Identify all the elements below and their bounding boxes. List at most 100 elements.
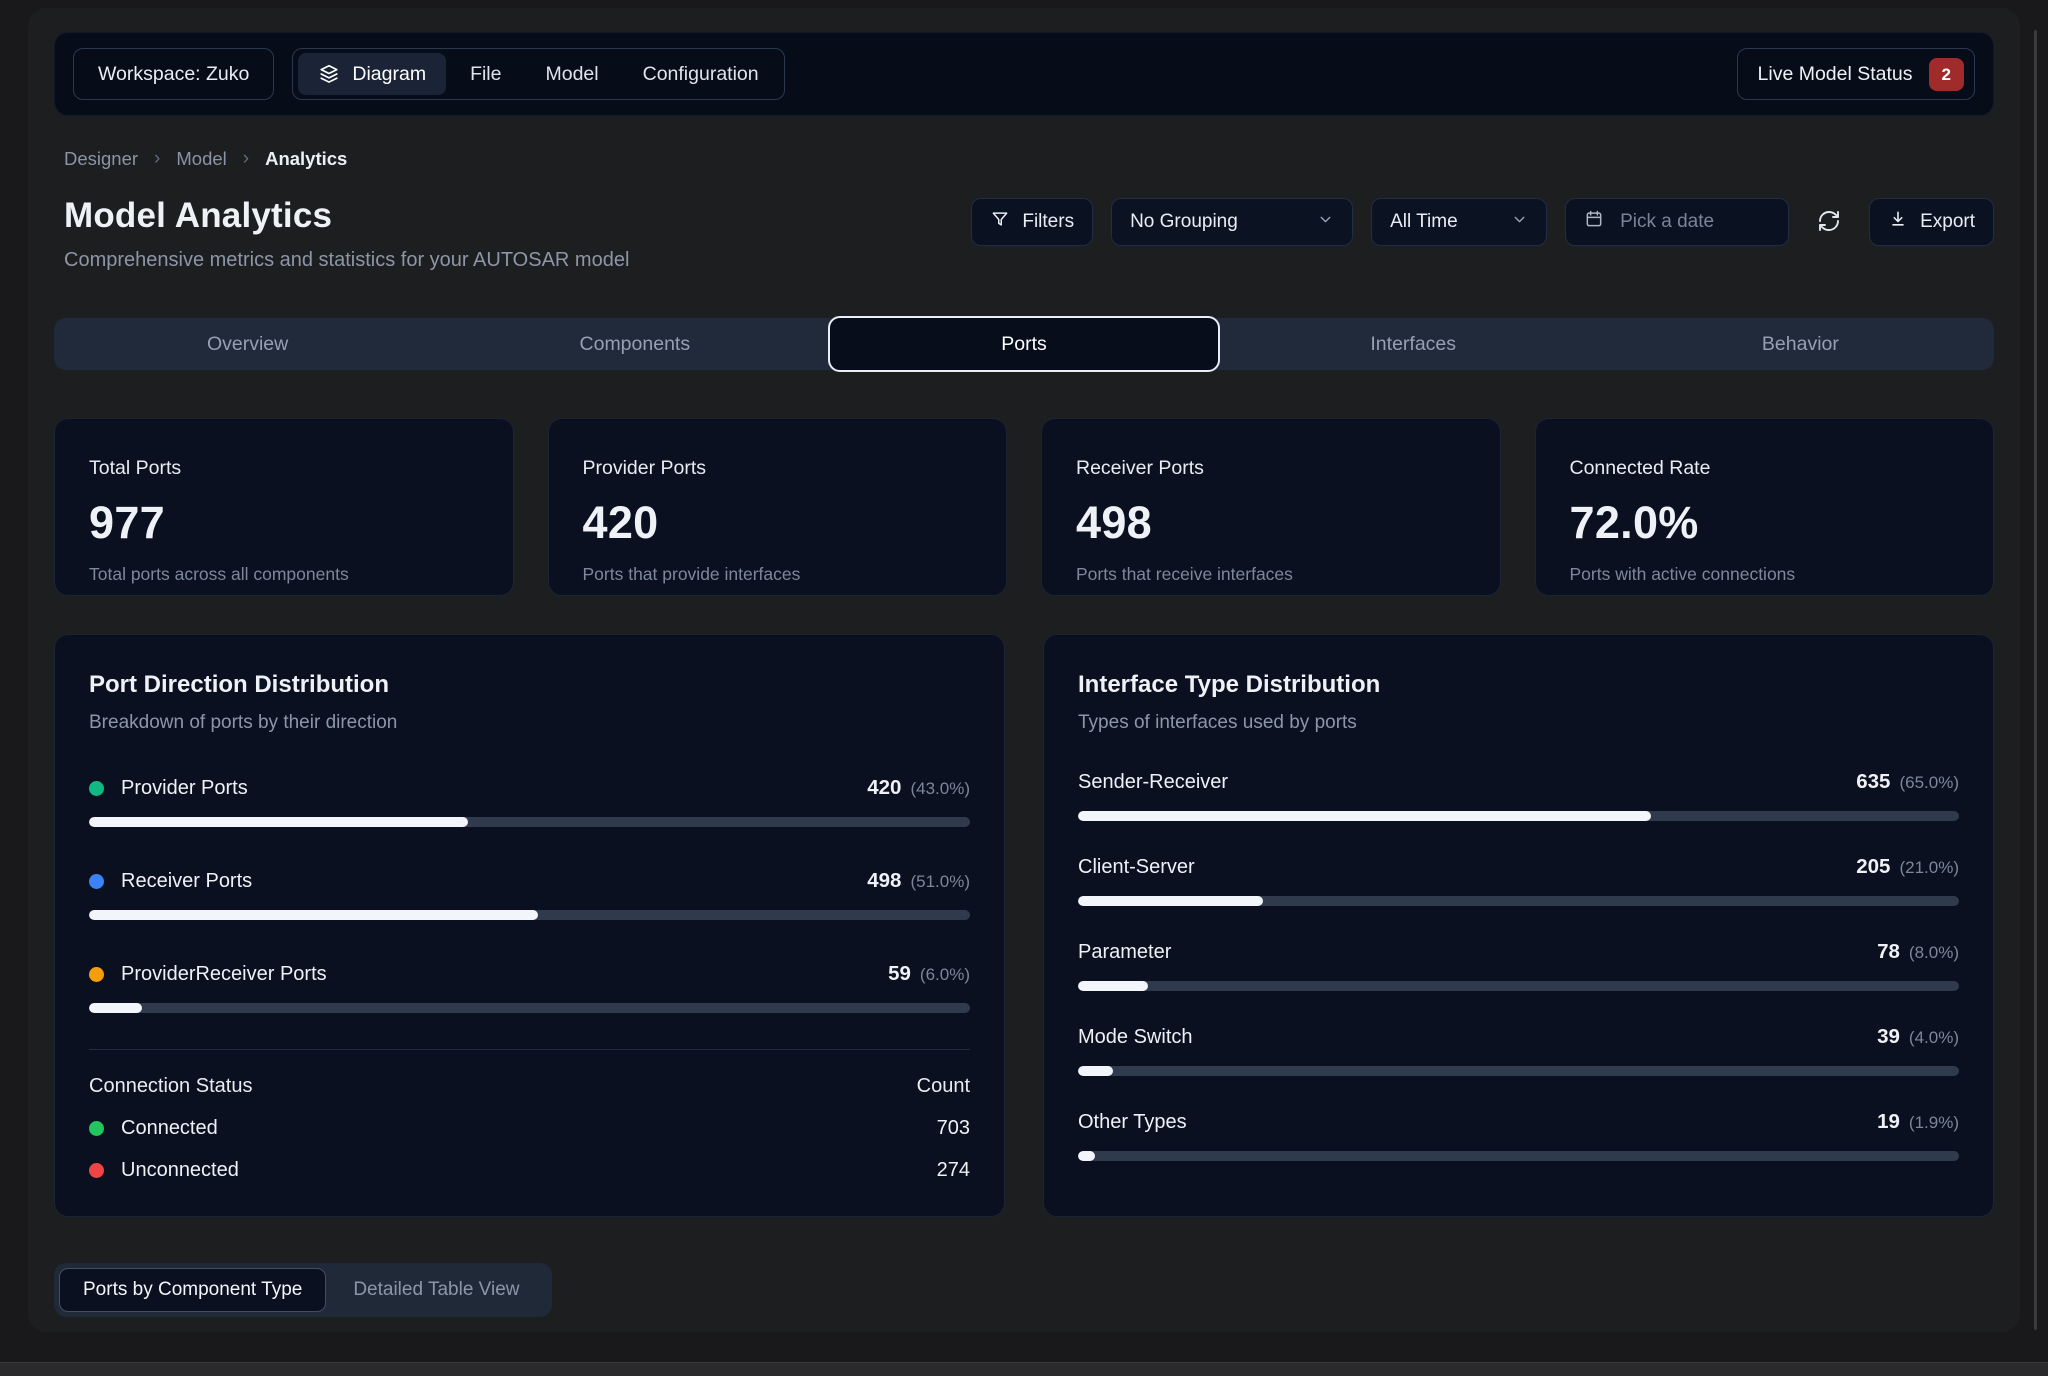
panel-subtitle: Breakdown of ports by their direction: [89, 712, 398, 733]
row-label: Provider Ports: [121, 776, 248, 799]
horizontal-scrollbar[interactable]: [0, 1362, 2048, 1376]
menu-item-model[interactable]: Model: [525, 53, 618, 95]
tab-detailed-table-view[interactable]: Detailed Table View: [353, 1279, 520, 1300]
row-label: Client-Server: [1078, 855, 1195, 878]
date-placeholder: Pick a date: [1620, 211, 1715, 232]
distribution-panels: Port Direction Distribution Breakdown of…: [54, 634, 1994, 1217]
stat-description: Total ports across all components: [89, 564, 349, 584]
tab-interfaces[interactable]: Interfaces: [1370, 332, 1457, 355]
stat-description: Ports that provide interfaces: [582, 564, 801, 584]
progress-bar: [1078, 811, 1959, 821]
distribution-row-sender-receiver: Sender-Receiver 635 (65.0%): [1078, 770, 1959, 821]
row-label: Parameter: [1078, 940, 1172, 963]
receiver-ports-dot: [89, 873, 104, 889]
progress-bar: [89, 1003, 970, 1013]
breadcrumb-model[interactable]: Model: [176, 148, 227, 169]
row-label: Sender-Receiver: [1078, 770, 1229, 793]
page-header: Model Analytics Comprehensive metrics an…: [54, 196, 1994, 272]
stat-value: 72.0%: [1569, 497, 1699, 548]
tab-ports-by-component-type[interactable]: Ports by Component Type: [59, 1268, 327, 1312]
panel-title: Port Direction Distribution: [89, 671, 389, 698]
workspace-label: Workspace: Zuko: [98, 62, 250, 85]
row-percent: (51.0%): [910, 872, 970, 891]
connection-status-header: Connection Status Count: [89, 1075, 970, 1098]
chevron-right-icon: ›: [154, 148, 161, 169]
tab-behavior[interactable]: Behavior: [1761, 332, 1839, 355]
providerreceiver-ports-dot: [89, 966, 104, 982]
breadcrumb: Designer › Model › Analytics: [54, 148, 1994, 170]
chevron-down-icon: [1317, 211, 1334, 234]
live-model-status-label: Live Model Status: [1757, 62, 1913, 85]
progress-bar-fill: [89, 910, 539, 920]
live-model-status-button[interactable]: Live Model Status 2: [1736, 48, 1975, 100]
page-header-text: Model Analytics Comprehensive metrics an…: [64, 196, 629, 272]
distribution-row-other-types: Other Types 19 (1.9%): [1078, 1110, 1959, 1161]
top-bar-left: Workspace: Zuko Diagram File: [73, 48, 785, 100]
download-icon: [1888, 209, 1908, 235]
row-percent: (65.0%): [1899, 773, 1959, 792]
distribution-row-provider: Provider Ports 420 (43.0%): [89, 776, 970, 827]
status-count-badge: 2: [1928, 57, 1964, 91]
time-range-select[interactable]: All Time: [1371, 198, 1548, 246]
analytics-tabs: Overview Components Ports Interfaces Beh…: [54, 316, 1994, 372]
progress-bar-fill: [1078, 1066, 1114, 1076]
menu-item-file[interactable]: File: [450, 53, 521, 95]
refresh-icon: [1817, 209, 1841, 236]
top-bar: Workspace: Zuko Diagram File: [54, 32, 1994, 116]
breadcrumb-analytics: Analytics: [265, 148, 348, 169]
stat-card-total-ports: Total Ports 977 Total ports across all c…: [54, 418, 514, 596]
calendar-icon: [1584, 209, 1604, 235]
refresh-button[interactable]: [1807, 200, 1851, 244]
row-value: 498: [867, 869, 902, 892]
grouping-value: No Grouping: [1130, 211, 1238, 232]
progress-bar: [1078, 1151, 1959, 1161]
row-value: 205: [1856, 855, 1891, 878]
stat-title: Connected Rate: [1569, 457, 1711, 479]
grouping-select[interactable]: No Grouping: [1111, 198, 1354, 246]
row-label: Unconnected: [121, 1159, 239, 1181]
app-window: Workspace: Zuko Diagram File: [28, 8, 2020, 1332]
tab-ports[interactable]: Ports: [828, 316, 1220, 372]
stat-title: Receiver Ports: [1076, 457, 1204, 479]
menu-item-diagram[interactable]: Diagram: [298, 53, 447, 95]
stat-cards: Total Ports 977 Total ports across all c…: [54, 418, 1994, 596]
progress-bar: [89, 910, 970, 920]
date-picker-input[interactable]: Pick a date: [1565, 198, 1790, 246]
filters-button[interactable]: Filters: [971, 198, 1094, 246]
progress-bar: [1078, 896, 1959, 906]
export-label: Export: [1920, 211, 1975, 232]
row-value: 703: [936, 1117, 970, 1139]
progress-bar: [1078, 1066, 1959, 1076]
stat-description: Ports with active connections: [1569, 564, 1796, 584]
row-label: Connected: [121, 1117, 218, 1139]
count-column-label: Count: [916, 1075, 970, 1097]
vertical-scrollbar[interactable]: [2034, 30, 2037, 1330]
chevron-down-icon: [1511, 211, 1528, 234]
tab-components[interactable]: Components: [579, 332, 691, 355]
breadcrumb-designer[interactable]: Designer: [64, 148, 139, 169]
row-percent: (4.0%): [1908, 1028, 1959, 1047]
distribution-row-receiver: Receiver Ports 498 (51.0%): [89, 869, 970, 920]
stat-card-connected-rate: Connected Rate 72.0% Ports with active c…: [1534, 418, 1994, 596]
stat-description: Ports that receive interfaces: [1076, 564, 1293, 584]
filter-funnel-icon: [990, 209, 1010, 235]
chevron-right-icon: ›: [242, 148, 250, 169]
stat-value: 498: [1076, 497, 1152, 548]
connected-dot: [89, 1121, 104, 1136]
panel-subtitle: Types of interfaces used by ports: [1078, 712, 1357, 733]
row-label: Receiver Ports: [121, 869, 253, 892]
interface-type-rows: Sender-Receiver 635 (65.0%) Client-Serve…: [1078, 770, 1959, 1161]
menu-item-label: Diagram: [352, 62, 427, 85]
progress-bar-fill: [1078, 1151, 1095, 1161]
menu-item-configuration[interactable]: Configuration: [623, 53, 779, 95]
progress-bar-fill: [1078, 896, 1263, 906]
connection-status-label: Connection Status: [89, 1075, 253, 1097]
row-percent: (43.0%): [910, 779, 970, 798]
tab-overview[interactable]: Overview: [206, 332, 289, 355]
page-title: Model Analytics: [64, 196, 333, 235]
filters-label: Filters: [1022, 211, 1075, 232]
page-subtitle: Comprehensive metrics and statistics for…: [64, 249, 630, 271]
export-button[interactable]: Export: [1869, 198, 1994, 246]
workspace-button[interactable]: Workspace: Zuko: [73, 48, 275, 100]
row-value: 19: [1877, 1110, 1900, 1133]
